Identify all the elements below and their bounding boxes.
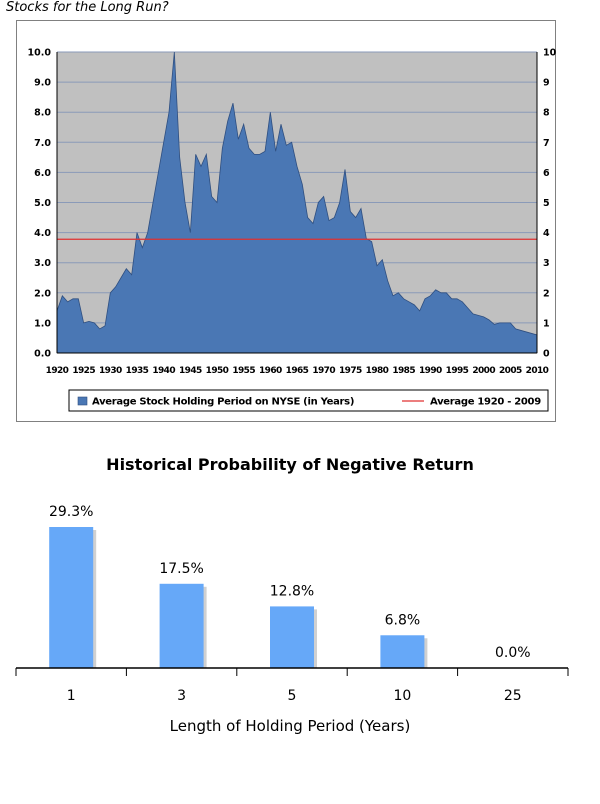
y-right-tick-label: 4 <box>543 228 550 239</box>
y-left-tick-label: 3.0 <box>34 258 51 269</box>
bar-3 <box>159 583 204 668</box>
legend-label-average: Average 1920 - 2009 <box>430 397 541 408</box>
y-left-tick-label: 4.0 <box>34 228 51 239</box>
x-tick-label: 1940 <box>152 366 175 376</box>
x-tick-label: 1990 <box>419 366 442 376</box>
x-tick-label: 1 <box>67 688 76 704</box>
x-tick-label: 5 <box>288 688 297 704</box>
y-right-tick-label: 7 <box>543 138 550 149</box>
y-right-tick-label: 5 <box>543 198 550 209</box>
y-left-tick-label: 6.0 <box>34 168 51 179</box>
legend-box <box>68 389 549 412</box>
y-right-tick-label: 2 <box>543 288 550 299</box>
holding-period-area <box>56 51 538 354</box>
x-tick-label: 10 <box>393 688 411 704</box>
data-label: 6.8% <box>385 612 421 628</box>
y-left-tick-label: 9.0 <box>34 78 51 89</box>
y-right-tick-label: 8 <box>543 108 550 119</box>
y-left-tick-label: 7.0 <box>34 138 51 149</box>
holding-period-chart: 0.0 1.0 2.0 3.0 4.0 5.0 6.0 7.0 8.0 9.0 10.0 0 1 2 3 4 5… <box>16 20 556 422</box>
data-label: 29.3% <box>49 504 93 520</box>
x-tick-label: 1965 <box>286 366 309 376</box>
x-tick-label: 1975 <box>339 366 362 376</box>
y-left-tick-label: 10.0 <box>28 48 52 59</box>
x-tick-label: 1930 <box>99 366 122 376</box>
x-tick-label: 1980 <box>366 366 389 376</box>
x-tick-label: 1995 <box>446 366 469 376</box>
y-left-tick-label: 8.0 <box>34 108 51 119</box>
x-tick-label: 25 <box>504 688 522 704</box>
y-left-tick-label: 0.0 <box>34 349 51 360</box>
legend-label-area: Average Stock Holding Period on NYSE (in… <box>92 397 354 408</box>
page-title: Stocks for the Long Run? <box>6 0 169 15</box>
x-tick-label: 1925 <box>72 366 95 376</box>
bar-1 <box>49 527 94 668</box>
legend-swatch-area <box>77 396 88 406</box>
bar-10 <box>380 635 425 668</box>
x-tick-label: 1950 <box>206 366 229 376</box>
x-tick-label: 2005 <box>499 366 522 376</box>
x-tick-label: 3 <box>177 688 186 704</box>
negative-return-chart: Historical Probability of Negative Retur… <box>15 455 569 735</box>
y-right-tick-label: 6 <box>543 168 550 179</box>
y-right-tick-label: 3 <box>543 258 550 269</box>
y-right-tick-label: 10 <box>543 48 556 59</box>
x-tick-label: 2000 <box>472 366 495 376</box>
y-left-tick-label: 5.0 <box>34 198 51 209</box>
x-tick-label: 1955 <box>232 366 255 376</box>
y-right-tick-label: 0 <box>543 349 550 360</box>
x-tick-label: 1970 <box>312 366 335 376</box>
x-axis-label: Length of Holding Period (Years) <box>170 717 411 735</box>
y-left-tick-label: 1.0 <box>34 318 51 329</box>
x-tick-label: 1935 <box>126 366 149 376</box>
x-tick-label: 1985 <box>392 366 415 376</box>
x-tick-label: 1960 <box>259 366 282 376</box>
bar-5 <box>270 606 314 668</box>
data-label: 0.0% <box>495 645 531 661</box>
y-right-tick-label: 1 <box>543 318 550 329</box>
x-tick-label: 1945 <box>179 366 202 376</box>
data-label: 12.8% <box>270 583 314 599</box>
bar-chart-title: Historical Probability of Negative Retur… <box>106 455 474 474</box>
x-tick-label: 1920 <box>46 366 69 376</box>
y-left-tick-label: 2.0 <box>34 288 51 299</box>
y-right-tick-label: 9 <box>543 78 550 89</box>
data-label: 17.5% <box>159 561 203 577</box>
x-tick-label: 2010 <box>526 366 549 376</box>
